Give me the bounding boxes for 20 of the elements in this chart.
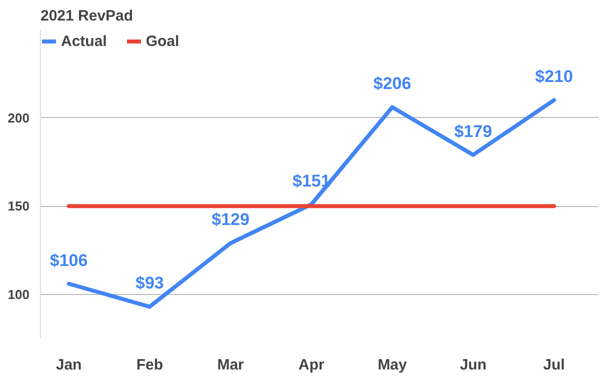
data-label: $210	[535, 67, 573, 86]
data-label: $151	[292, 171, 330, 190]
chart-title: 2021 RevPad	[40, 8, 134, 24]
data-label: $106	[50, 250, 88, 270]
y-tick-label: 150	[8, 198, 30, 214]
legend-label: Actual	[61, 32, 107, 50]
legend-label: Goal	[146, 32, 180, 50]
x-tick-label: Mar	[217, 356, 244, 374]
y-tick-label: 200	[8, 110, 30, 126]
x-tick-label: Feb	[136, 356, 164, 374]
x-tick-label: Jul	[543, 356, 565, 374]
data-label: $93	[135, 274, 164, 293]
x-tick-label: Apr	[298, 356, 324, 374]
x-tick-label: Jan	[56, 356, 82, 374]
data-label: $129	[212, 210, 250, 230]
x-tick-label: Jun	[460, 356, 486, 374]
data-label: $179	[454, 122, 492, 141]
y-tick-label: 100	[8, 286, 30, 302]
data-label: $206	[373, 74, 412, 94]
x-tick-label: May	[378, 356, 408, 374]
